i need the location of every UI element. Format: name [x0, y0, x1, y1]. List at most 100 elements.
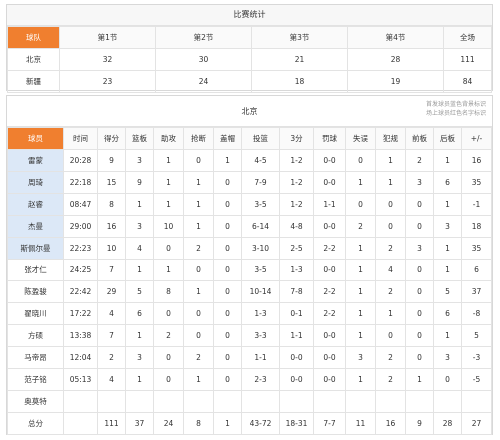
player-value-cell: 0 — [213, 192, 242, 216]
player-value-cell: 6-14 — [241, 214, 280, 238]
player-value-cell: 3 — [345, 346, 376, 370]
player-value-cell — [241, 390, 280, 413]
player-value-cell: 1 — [345, 236, 376, 260]
player-header-row: 球员 时间 得分 篮板 助攻 抢断 盖帽 投篮 3分 罚球 失误 犯规 前板 后板 +/- — [7, 127, 492, 150]
player-value-cell: 0 — [405, 214, 434, 238]
player-value-cell: 1-2 — [279, 170, 314, 194]
player-name-cell: 翟晓川 — [7, 302, 64, 326]
score-value-cell: 18 — [251, 70, 348, 93]
score-header-cell: 第3节 — [251, 26, 348, 49]
player-value-cell: 0-0 — [313, 258, 346, 282]
player-value-cell: 10 — [153, 214, 184, 238]
player-value-cell: 0 — [153, 368, 184, 392]
score-row: 新疆 23 24 18 19 84 — [7, 70, 492, 93]
score-value-cell: 28 — [347, 48, 444, 71]
player-value-cell: 7-7 — [313, 411, 346, 436]
player-value-cell: 2 — [375, 280, 406, 304]
player-value-cell: -1 — [461, 192, 492, 216]
player-value-cell: 27 — [461, 411, 492, 436]
legend-starter: 首发球员蓝色背景标识 — [425, 101, 486, 108]
player-value-cell — [405, 390, 434, 413]
player-stats-header: 北京 首发球员蓝色背景标识 场上球员红色名字标识 — [7, 96, 492, 127]
player-value-cell: 4-8 — [279, 214, 314, 238]
player-row: 总分 111 37 24 8 1 43-72 18-31 7-7 11 16 9 28 27 — [7, 411, 492, 436]
player-value-cell: 1 — [125, 192, 154, 216]
player-value-cell — [125, 390, 154, 413]
player-value-cell: 0 — [213, 302, 242, 326]
player-value-cell: 1 — [183, 368, 214, 392]
player-header-cell: 篮板 — [125, 127, 154, 150]
player-value-cell: 0 — [405, 302, 434, 326]
player-value-cell: 16 — [375, 411, 406, 436]
player-value-cell: 0 — [213, 346, 242, 370]
player-value-cell: 1 — [213, 148, 242, 172]
legend-on-court: 场上球员红色名字标识 — [425, 110, 486, 117]
player-value-cell: 5 — [461, 324, 492, 348]
player-value-cell: 6 — [433, 170, 462, 194]
player-value-cell: 3-5 — [241, 192, 280, 216]
player-value-cell: 0 — [213, 258, 242, 282]
player-value-cell: 1 — [433, 148, 462, 172]
player-value-cell: 11 — [345, 411, 376, 436]
player-value-cell — [63, 390, 98, 413]
player-value-cell: 0 — [405, 192, 434, 216]
player-header-cell: 得分 — [97, 127, 126, 150]
player-value-cell — [433, 390, 462, 413]
player-value-cell: 0 — [183, 324, 214, 348]
score-header-cell: 全场 — [443, 26, 492, 49]
score-name-cell: 北京 — [7, 48, 60, 71]
player-value-cell: 0-0 — [313, 148, 346, 172]
player-value-cell — [153, 390, 184, 413]
player-row: 周琦 22:18 15 9 1 1 0 7-9 1-2 0-0 1 1 3 6 35 — [7, 170, 492, 194]
player-value-cell: 29:00 — [63, 214, 98, 238]
player-value-cell: 5 — [433, 280, 462, 304]
player-value-cell: 10-14 — [241, 280, 280, 304]
player-value-cell: 0 — [153, 236, 184, 260]
player-value-cell: 2-5 — [279, 236, 314, 260]
player-value-cell: 0 — [213, 368, 242, 392]
player-value-cell: 0 — [433, 368, 462, 392]
player-value-cell: 05:13 — [63, 368, 98, 392]
player-value-cell: 1 — [125, 368, 154, 392]
player-stats-panel: 北京 首发球员蓝色背景标识 场上球员红色名字标识 球员 时间 得分 篮板 助攻 抢断 盖帽投… — [6, 95, 493, 436]
player-value-cell: 8 — [97, 192, 126, 216]
player-value-cell: 2 — [345, 214, 376, 238]
player-value-cell: 1 — [345, 280, 376, 304]
player-value-cell: 0 — [153, 346, 184, 370]
player-row: 马帝昂 12:04 2 3 0 2 0 1-1 0-0 0-0 3 2 0 3 -3 — [7, 346, 492, 370]
player-value-cell: -8 — [461, 302, 492, 326]
player-value-cell: 0-0 — [279, 346, 314, 370]
player-row: 赵睿 08:47 8 1 1 1 0 3-5 1-2 1-1 0 0 0 1 -1 — [7, 192, 492, 216]
player-header-cell: 助攻 — [153, 127, 184, 150]
player-value-cell: 16 — [461, 148, 492, 172]
player-value-cell: 37 — [461, 280, 492, 304]
player-value-cell: 22:18 — [63, 170, 98, 194]
player-value-cell: 2 — [183, 346, 214, 370]
score-value-cell: 111 — [443, 48, 492, 71]
player-value-cell: 1 — [345, 368, 376, 392]
score-value-cell: 23 — [59, 70, 156, 93]
player-value-cell: 37 — [125, 411, 154, 436]
player-value-cell: 6 — [461, 258, 492, 282]
player-value-cell: 4 — [97, 368, 126, 392]
quarter-score-table: 球队 第1节 第2节 第3节 第4节 全场 北京 32 30 21 28 111 新疆 23 24 18 19 8… — [7, 26, 492, 93]
player-value-cell — [375, 390, 406, 413]
player-name-cell: 陈盈骏 — [7, 280, 64, 304]
player-value-cell — [345, 390, 376, 413]
player-value-cell: 7-8 — [279, 280, 314, 304]
player-value-cell: 0 — [213, 280, 242, 304]
score-value-cell: 21 — [251, 48, 348, 71]
player-value-cell — [461, 390, 492, 413]
player-header-cell: 盖帽 — [213, 127, 242, 150]
player-header-cell: 失误 — [345, 127, 376, 150]
player-value-cell: 4 — [125, 236, 154, 260]
score-summary-panel: 比赛统计 球队 第1节 第2节 第3节 第4节 全场 北京 32 30 21 28 111 新疆 23 24… — [6, 4, 493, 93]
player-value-cell — [97, 390, 126, 413]
player-name-cell: 张才仁 — [7, 258, 64, 282]
player-value-cell: 0-0 — [313, 324, 346, 348]
player-value-cell: 1-3 — [279, 258, 314, 282]
player-value-cell: 3 — [405, 170, 434, 194]
player-value-cell: 28 — [433, 411, 462, 436]
player-row: 方硕 13:38 7 1 2 0 0 3-3 1-1 0-0 1 0 0 1 5 — [7, 324, 492, 348]
player-value-cell: 2 — [375, 346, 406, 370]
